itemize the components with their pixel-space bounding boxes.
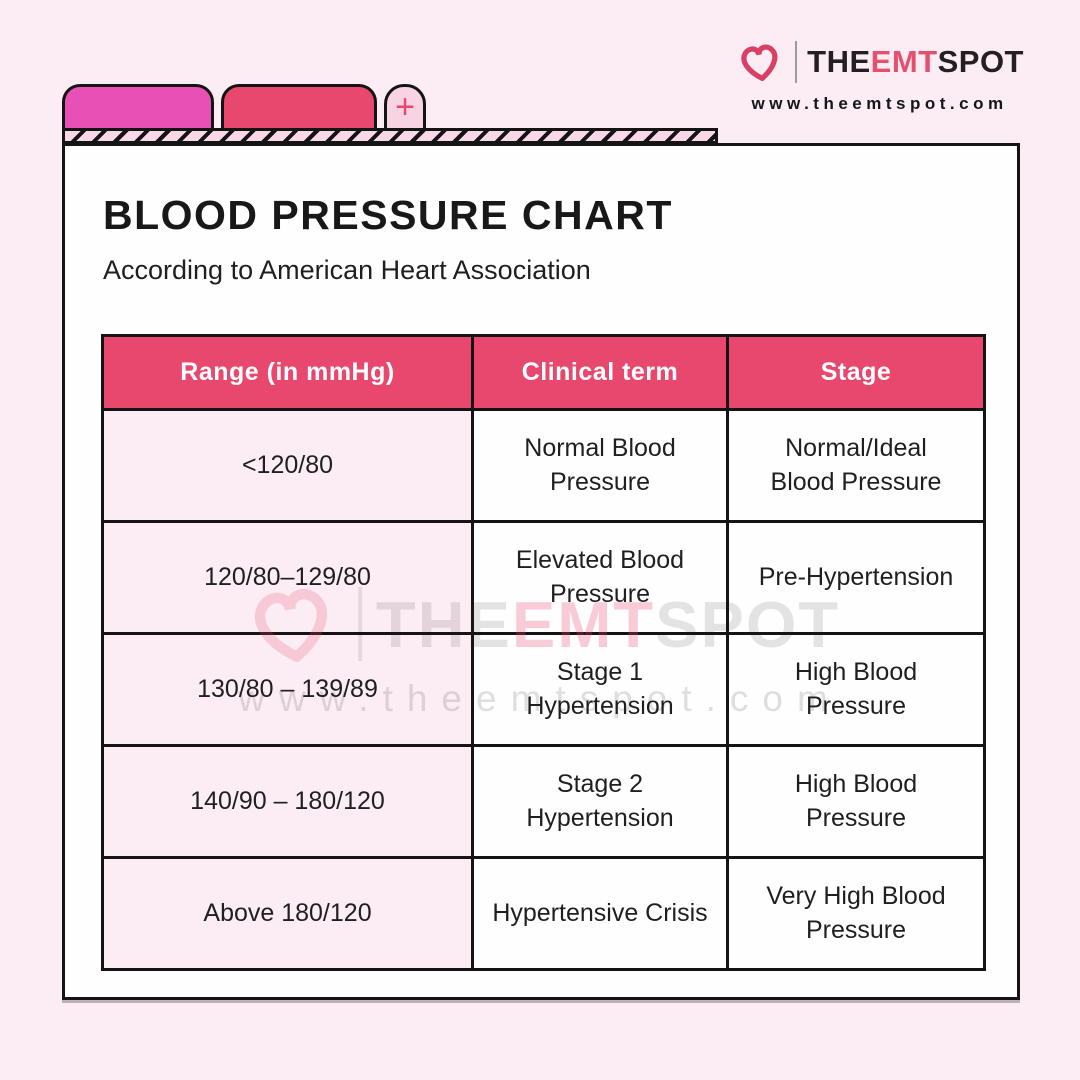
tab-decoration-pink	[221, 84, 377, 132]
brand-name: THEEMTSPOT	[807, 44, 1024, 80]
cell-stage: High Blood Pressure	[726, 744, 986, 859]
brand-website: www.theemtspot.com	[751, 94, 1008, 113]
cell-range: <120/80	[101, 408, 474, 523]
brand-block: THEEMTSPOT www.theemtspot.com	[735, 38, 1024, 114]
cell-range: 140/90 – 180/120	[101, 744, 474, 859]
table-row: 140/90 – 180/120 Stage 2 Hypertension Hi…	[101, 744, 986, 859]
new-tab-plus-icon: +	[395, 88, 415, 126]
table-header-row: Range (in mmHg) Clinical term Stage	[101, 334, 986, 411]
tab-decoration-magenta	[62, 84, 214, 132]
blood-pressure-table: Range (in mmHg) Clinical term Stage <120…	[101, 334, 986, 971]
table-row: 130/80 – 139/89 Stage 1 Hypertension Hig…	[101, 632, 986, 747]
cell-stage: High Blood Pressure	[726, 632, 986, 747]
page-title: BLOOD PRESSURE CHART	[103, 192, 673, 238]
hatched-ruler-decoration	[62, 128, 718, 144]
table-row: <120/80 Normal Blood Pressure Normal/Ide…	[101, 408, 986, 523]
brand-name-spot: SPOT	[937, 44, 1024, 79]
cell-stage: Very High Blood Pressure	[726, 856, 986, 971]
column-header-stage: Stage	[726, 334, 986, 411]
cell-clinical-term: Stage 1 Hypertension	[471, 632, 729, 747]
brand-logo: THEEMTSPOT	[735, 38, 1024, 86]
cell-stage: Normal/Ideal Blood Pressure	[726, 408, 986, 523]
cell-clinical-term: Normal Blood Pressure	[471, 408, 729, 523]
brand-name-the: THE	[807, 44, 871, 79]
column-header-clinical-term: Clinical term	[471, 334, 729, 411]
table-row: 120/80–129/80 Elevated Blood Pressure Pr…	[101, 520, 986, 635]
table-row: Above 180/120 Hypertensive Crisis Very H…	[101, 856, 986, 971]
chart-card: BLOOD PRESSURE CHART According to Americ…	[62, 143, 1020, 1000]
cell-stage: Pre-Hypertension	[726, 520, 986, 635]
folder-tabs-decoration: +	[62, 84, 426, 132]
cell-range: 130/80 – 139/89	[101, 632, 474, 747]
cell-range: Above 180/120	[101, 856, 474, 971]
brand-name-emt: EMT	[870, 44, 938, 79]
brand-divider	[795, 41, 798, 83]
cell-clinical-term: Stage 2 Hypertension	[471, 744, 729, 859]
cell-range: 120/80–129/80	[101, 520, 474, 635]
cell-clinical-term: Hypertensive Crisis	[471, 856, 729, 971]
cell-clinical-term: Elevated Blood Pressure	[471, 520, 729, 635]
column-header-range: Range (in mmHg)	[101, 334, 474, 411]
heart-logo-icon	[741, 44, 778, 81]
tab-decoration-new: +	[384, 84, 426, 132]
page-subtitle: According to American Heart Association	[103, 255, 591, 285]
